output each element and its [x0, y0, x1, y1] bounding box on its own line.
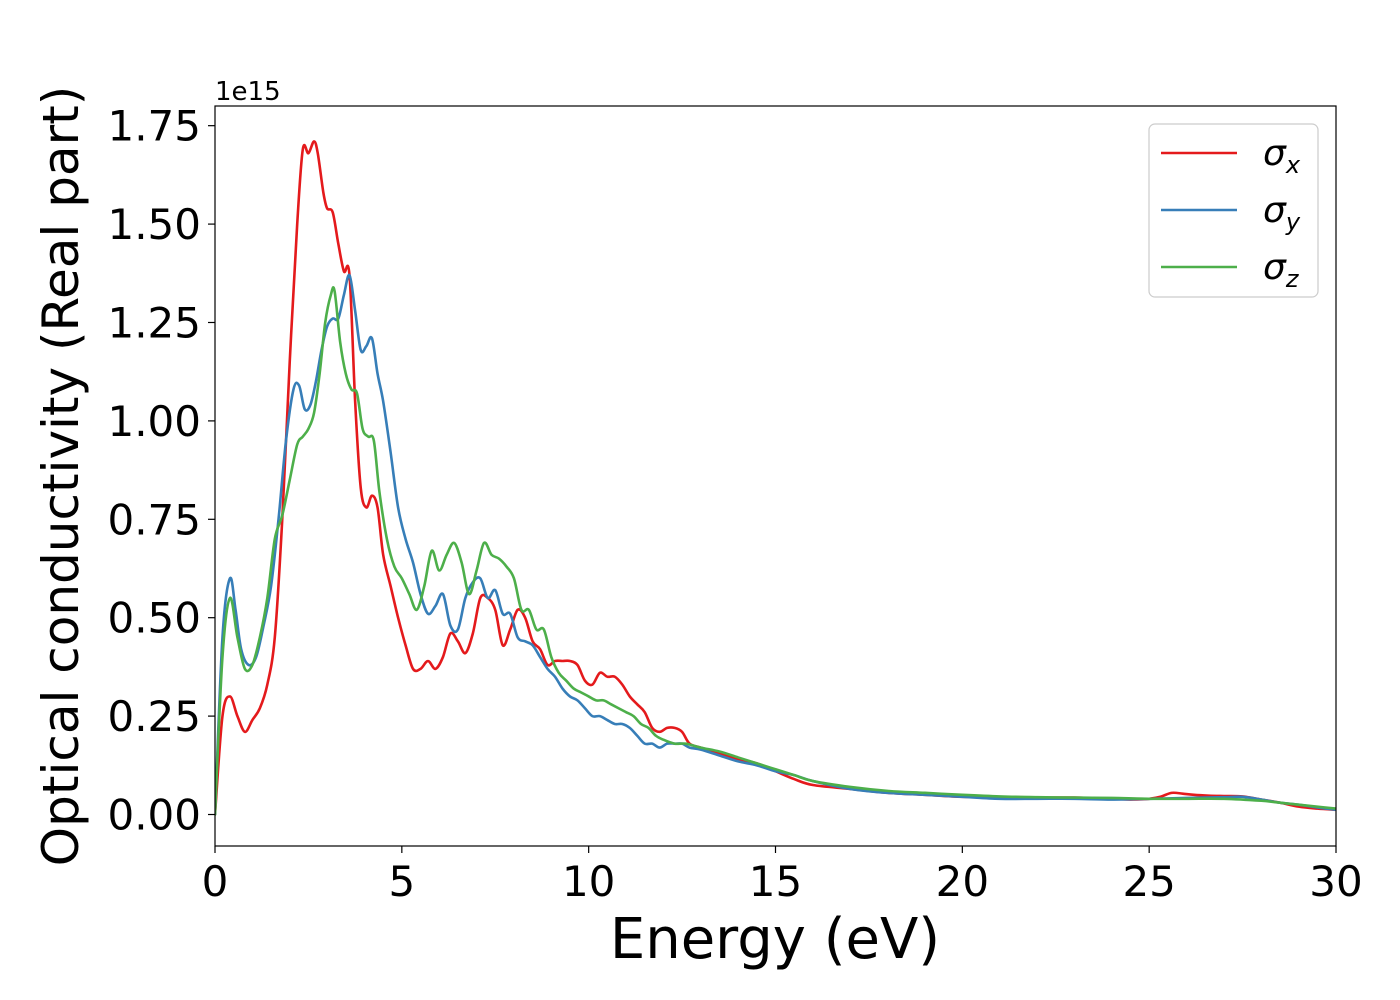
series-line-y: [215, 273, 1336, 816]
x-tick-label: 30: [1309, 857, 1362, 906]
y-axis: 0.00 0.25 0.50 0.75 1.00 1.25 1.50 1.75: [107, 102, 215, 840]
legend-label-y: σy: [1263, 190, 1301, 236]
series-layer: [215, 140, 1336, 816]
x-tick-label: 25: [1122, 857, 1175, 906]
series-line-z: [215, 286, 1336, 816]
y-tick-label: 1.50: [107, 200, 201, 249]
y-tick-label: 1.25: [107, 298, 201, 347]
legend-label-x: σx: [1263, 133, 1301, 179]
y-offset-label: 1e15: [215, 77, 281, 107]
x-tick-label: 15: [749, 857, 802, 906]
x-tick-label: 10: [562, 857, 615, 906]
legend: σx σy σz: [1148, 123, 1319, 298]
y-tick-label: 1.75: [107, 102, 201, 151]
x-tick-label: 5: [388, 857, 415, 906]
y-tick-label: 0.00: [107, 791, 201, 840]
y-tick-label: 0.50: [107, 594, 201, 643]
x-tick-label: 20: [936, 857, 989, 906]
y-tick-label: 0.25: [107, 692, 201, 741]
y-tick-label: 0.75: [107, 495, 201, 544]
y-tick-label: 1.00: [107, 397, 201, 446]
y-axis-label: Optical conductivity (Real part): [32, 86, 90, 867]
x-axis: 0 5 10 15 20 25 30: [202, 846, 1363, 906]
x-tick-label: 0: [202, 857, 229, 906]
legend-label-z: σz: [1263, 247, 1300, 293]
x-axis-label: Energy (eV): [610, 907, 940, 972]
